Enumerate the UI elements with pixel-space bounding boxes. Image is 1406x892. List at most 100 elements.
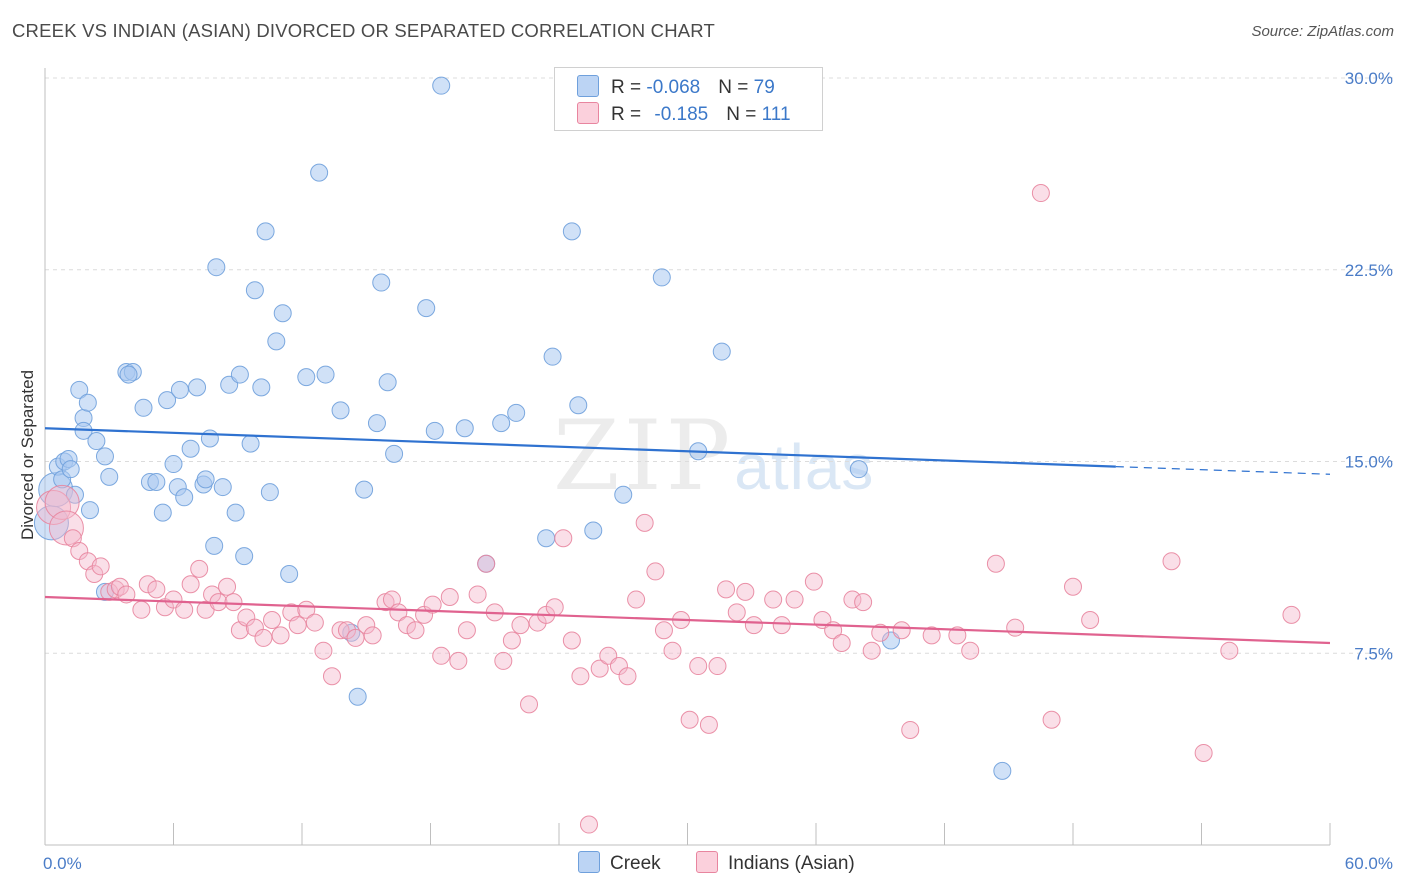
indians-point: [562, 631, 581, 650]
indians-point: [680, 710, 699, 729]
indians-point: [654, 621, 673, 640]
creek-point: [562, 222, 581, 241]
indians-point: [618, 667, 637, 686]
indians-point: [646, 562, 665, 581]
indians-point: [423, 595, 442, 614]
creek-point: [61, 460, 80, 479]
y-tick-label: 30.0%: [1345, 69, 1393, 88]
creek-point: [385, 444, 404, 463]
indians-point: [1042, 710, 1061, 729]
correlation-legend: R = -0.068 N = 79 R = -0.185 N = 111: [554, 67, 823, 131]
y-tick-label: 22.5%: [1345, 261, 1393, 280]
indians-point: [44, 484, 80, 520]
indians-point: [389, 603, 408, 622]
n-value: 111: [761, 104, 791, 125]
r-value: -0.068: [646, 77, 701, 98]
creek-point: [280, 564, 299, 583]
indians-point: [477, 554, 496, 573]
bottom-legend-indians: Indians (Asian): [696, 851, 855, 875]
axes: [44, 68, 1331, 846]
creek-point: [207, 258, 226, 277]
y-tick-label: 7.5%: [1354, 644, 1393, 663]
creek-point: [252, 378, 271, 397]
creek-swatch: [577, 75, 599, 97]
bottom-legend-creek: Creek: [578, 851, 661, 875]
x-tick-label: 60.0%: [1345, 854, 1393, 873]
creek-point: [355, 480, 374, 499]
indians-point: [901, 720, 920, 739]
indians-point: [708, 657, 727, 676]
creek-point: [310, 163, 329, 182]
indians-point: [449, 651, 468, 670]
indians-point: [363, 626, 382, 645]
indians-point: [147, 580, 166, 599]
legend-row-indians: R = -0.185 N = 111: [577, 102, 791, 126]
creek-point: [492, 414, 511, 433]
creek-point: [712, 342, 731, 361]
indians-point: [579, 815, 598, 834]
n-label: N =: [718, 77, 754, 98]
indians-point: [520, 695, 539, 714]
indians-point: [986, 554, 1005, 573]
creek-point: [993, 761, 1012, 780]
creek-point: [147, 472, 166, 491]
indians-point: [132, 600, 151, 619]
r-label: R =: [611, 77, 647, 98]
indians-point: [457, 621, 476, 640]
indians-point: [1006, 618, 1025, 637]
creek-trend-extension: [1115, 466, 1331, 475]
indians-point: [1081, 611, 1100, 630]
indians-point: [48, 510, 84, 546]
creek-point: [569, 396, 588, 415]
creek-point: [273, 304, 292, 323]
creek-point: [181, 439, 200, 458]
indians-point: [468, 585, 487, 604]
creek-point: [175, 488, 194, 507]
creek-point: [260, 483, 279, 502]
indians-point: [511, 616, 530, 635]
indians-point: [397, 616, 416, 635]
creek-point: [78, 393, 97, 412]
creek-point: [367, 414, 386, 433]
indians-point: [1162, 552, 1181, 571]
creek-point: [507, 403, 526, 422]
creek-point: [164, 455, 183, 474]
creek-point: [213, 478, 232, 497]
indians-point: [843, 590, 862, 609]
creek-point: [226, 503, 245, 522]
indians-point: [346, 628, 365, 647]
creek-point: [425, 421, 444, 440]
n-label: N =: [726, 104, 762, 125]
creek-point: [205, 536, 224, 555]
y-tick-label: 15.0%: [1345, 453, 1393, 472]
creek-point: [849, 460, 868, 479]
creek-point: [331, 401, 350, 420]
creek-point: [80, 501, 99, 520]
indians-point: [717, 580, 736, 599]
creek-point: [235, 547, 254, 566]
creek-point: [230, 365, 249, 384]
indians-trend-line: [44, 595, 1331, 645]
chart-title: CREEK VS INDIAN (ASIAN) DIVORCED OR SEPA…: [12, 20, 716, 41]
indians-point: [138, 575, 157, 594]
indians-point: [263, 611, 282, 630]
creek-point: [417, 299, 436, 318]
creek-point: [188, 378, 207, 397]
indians-point: [331, 621, 350, 640]
indians-point: [322, 667, 341, 686]
indians-point: [502, 631, 521, 650]
indians-point: [571, 667, 590, 686]
indians-point: [224, 593, 243, 612]
indians-point: [1282, 605, 1301, 624]
indians-point: [91, 557, 110, 576]
indians-point: [727, 603, 746, 622]
creek-point: [584, 521, 603, 540]
indians-swatch: [577, 102, 599, 124]
indians-point: [1220, 641, 1239, 660]
indians-point: [871, 623, 890, 642]
legend-label-creek: Creek: [610, 853, 661, 874]
indians-point: [699, 715, 718, 734]
creek-trend-line: [44, 427, 1116, 468]
trend-lines: [44, 427, 1331, 645]
